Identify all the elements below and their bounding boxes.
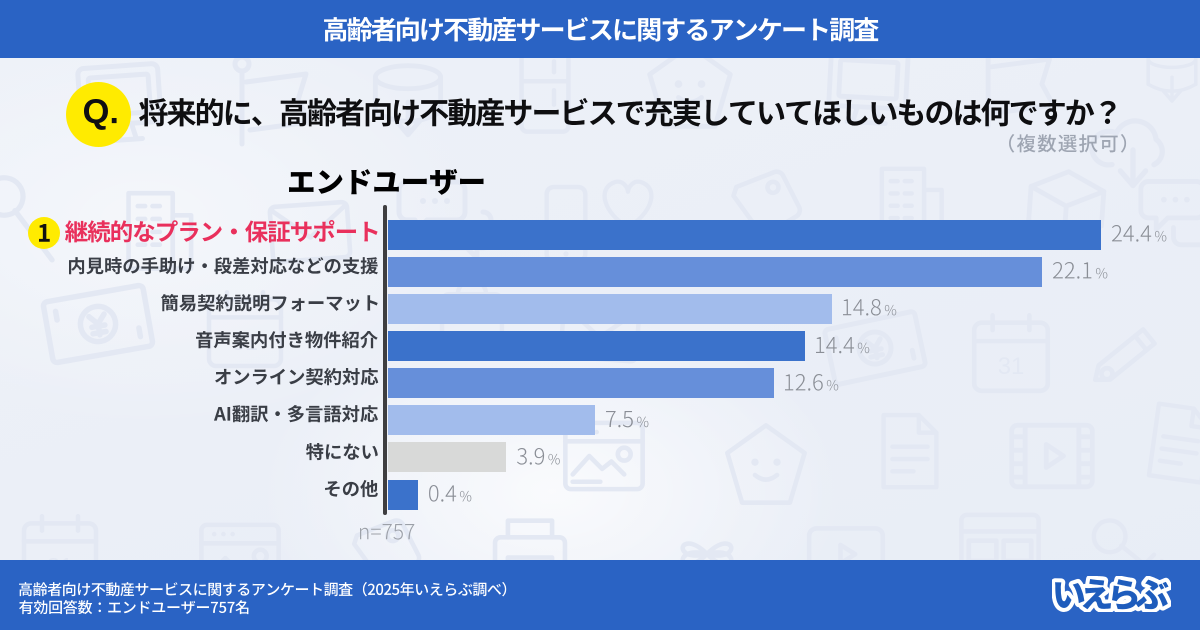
- svg-text:31: 31: [998, 353, 1025, 380]
- svg-text:31: 31: [47, 553, 73, 560]
